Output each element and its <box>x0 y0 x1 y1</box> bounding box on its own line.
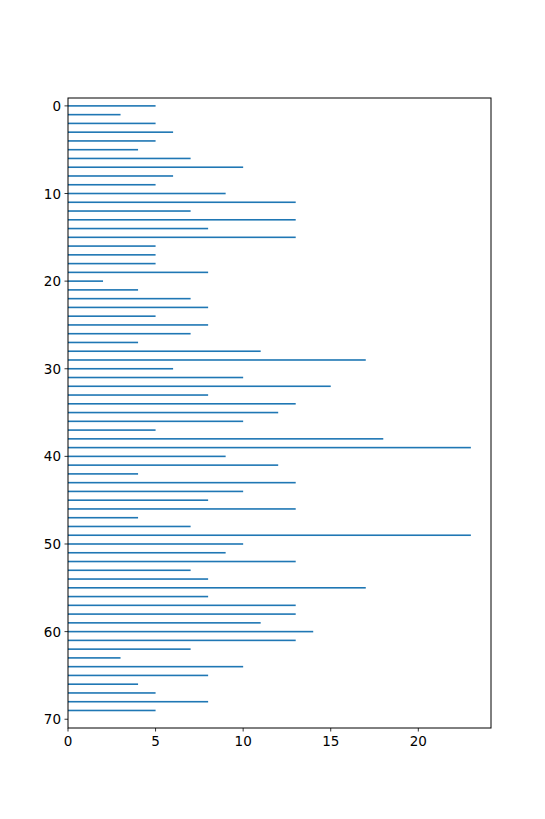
bar <box>68 394 208 396</box>
x-tick <box>155 728 156 732</box>
bar <box>68 683 138 685</box>
bar <box>68 438 383 440</box>
y-tick-label: 30 <box>44 361 61 377</box>
x-tick <box>68 728 69 732</box>
y-tick <box>65 456 69 457</box>
bar <box>68 622 261 624</box>
bar <box>68 263 156 265</box>
bar <box>68 280 103 282</box>
bar <box>68 298 191 300</box>
y-tick-label: 20 <box>44 273 61 289</box>
bar <box>68 534 471 536</box>
bar <box>68 526 191 528</box>
bar <box>68 578 208 580</box>
y-tick-label: 10 <box>44 186 61 202</box>
bar <box>68 596 208 598</box>
bars <box>68 105 471 711</box>
bar <box>68 315 156 317</box>
x-tick-label: 10 <box>235 733 252 749</box>
bar <box>68 569 191 571</box>
bar <box>68 210 191 212</box>
x-tick-label: 0 <box>64 733 73 749</box>
bar <box>68 666 243 668</box>
bar <box>68 237 296 239</box>
bar <box>68 342 138 344</box>
bar <box>68 184 156 186</box>
bar <box>68 201 296 203</box>
bar <box>68 491 243 493</box>
bar <box>68 385 331 387</box>
y-tick-label: 0 <box>52 98 61 114</box>
y-tick-label: 60 <box>44 624 61 640</box>
x-tick <box>418 728 419 732</box>
bar <box>68 140 156 142</box>
y-tick <box>65 368 69 369</box>
x-tick-label: 20 <box>410 733 427 749</box>
bar <box>68 412 278 414</box>
bar <box>68 421 243 423</box>
bar <box>68 692 156 694</box>
bar <box>68 456 226 458</box>
y-tick-label: 50 <box>44 536 61 552</box>
bar <box>68 377 243 379</box>
bar <box>68 105 156 107</box>
y-tick <box>65 193 69 194</box>
bar <box>68 289 138 291</box>
bar <box>68 158 191 160</box>
x-tick-label: 15 <box>322 733 339 749</box>
y-tick <box>65 105 69 106</box>
bar <box>68 464 278 466</box>
bar <box>68 587 366 589</box>
y-tick <box>65 719 69 720</box>
bar <box>68 254 156 256</box>
bar <box>68 114 121 116</box>
bar <box>68 403 296 405</box>
bar <box>68 561 296 563</box>
bar <box>68 675 208 677</box>
bar <box>68 552 226 554</box>
bar <box>68 131 173 133</box>
x-tick-label: 5 <box>151 733 160 749</box>
bar <box>68 701 208 703</box>
bar <box>68 631 313 633</box>
bar <box>68 307 208 309</box>
bar <box>68 219 296 221</box>
y-tick-label: 70 <box>44 711 61 727</box>
bar <box>68 508 296 510</box>
bar <box>68 228 208 230</box>
bar <box>68 447 471 449</box>
bar <box>68 640 296 642</box>
y-tick-label: 40 <box>44 448 61 464</box>
bar <box>68 350 261 352</box>
bar <box>68 482 296 484</box>
y-tick <box>65 543 69 544</box>
bar <box>68 710 156 712</box>
bar <box>68 123 156 125</box>
bar <box>68 359 366 361</box>
bar <box>68 368 173 370</box>
y-tick <box>65 281 69 282</box>
plot-frame <box>68 98 491 728</box>
bar <box>68 193 226 195</box>
x-tick <box>330 728 331 732</box>
bar <box>68 613 296 615</box>
bar <box>68 648 191 650</box>
chart: 0 5 10 15 20 0 10 20 30 40 50 60 70 <box>0 0 545 819</box>
bar <box>68 473 138 475</box>
bar <box>68 333 191 335</box>
bar <box>68 517 138 519</box>
bar <box>68 657 121 659</box>
bar <box>68 499 208 501</box>
bar <box>68 429 156 431</box>
bar <box>68 245 156 247</box>
bar <box>68 166 243 168</box>
bar <box>68 175 173 177</box>
bar <box>68 149 138 151</box>
bar <box>68 324 208 326</box>
x-tick <box>243 728 244 732</box>
bar <box>68 543 243 545</box>
bar <box>68 272 208 274</box>
y-tick <box>65 631 69 632</box>
bar <box>68 605 296 607</box>
